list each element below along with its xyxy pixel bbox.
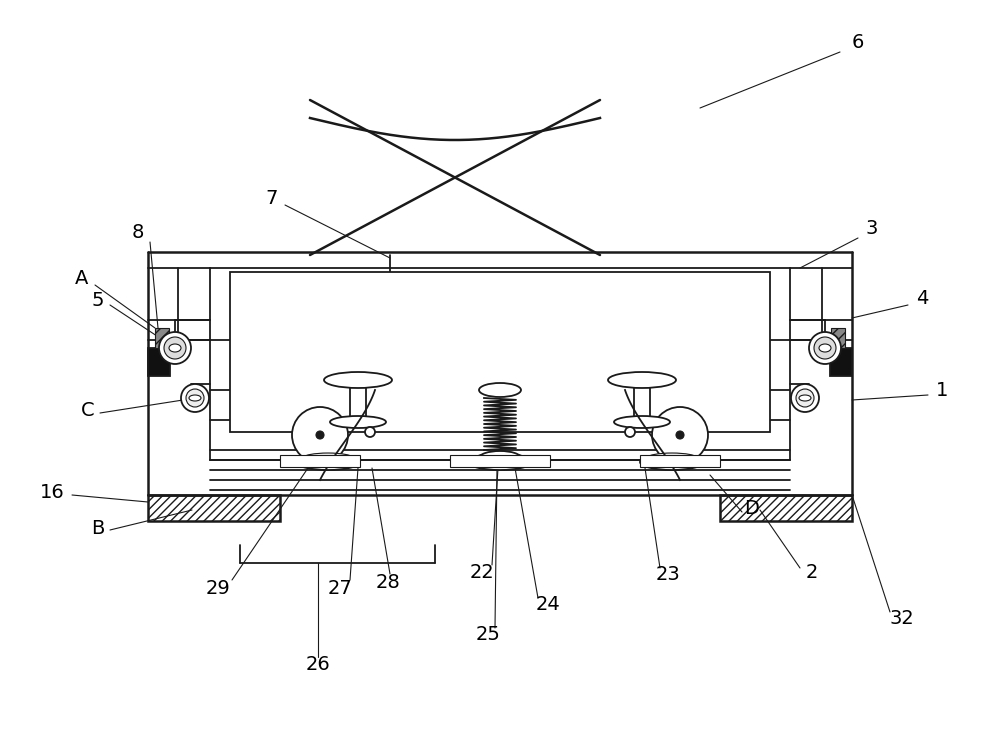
Text: 24: 24 — [536, 595, 560, 614]
Circle shape — [365, 427, 375, 437]
Text: 1: 1 — [936, 380, 948, 399]
Text: 32: 32 — [890, 608, 914, 628]
Ellipse shape — [479, 451, 521, 465]
Text: D: D — [745, 498, 759, 517]
Ellipse shape — [296, 454, 360, 470]
Text: 28: 28 — [376, 573, 400, 592]
Text: 5: 5 — [92, 291, 104, 310]
Text: 16: 16 — [40, 482, 64, 501]
Ellipse shape — [475, 453, 525, 463]
Ellipse shape — [324, 372, 392, 388]
Ellipse shape — [614, 416, 670, 428]
Bar — [155, 328, 169, 348]
Ellipse shape — [468, 454, 532, 470]
Circle shape — [791, 384, 819, 412]
Ellipse shape — [189, 395, 201, 401]
Bar — [720, 495, 852, 521]
Bar — [148, 495, 280, 521]
Circle shape — [676, 431, 684, 439]
Text: 4: 4 — [916, 288, 928, 308]
Text: 22: 22 — [470, 562, 494, 581]
Circle shape — [809, 332, 841, 364]
Text: 2: 2 — [806, 562, 818, 581]
Text: 6: 6 — [852, 32, 864, 51]
Ellipse shape — [303, 453, 353, 463]
Ellipse shape — [640, 454, 704, 470]
Ellipse shape — [330, 416, 386, 428]
Ellipse shape — [799, 395, 811, 401]
Bar — [830, 348, 852, 376]
Text: B: B — [91, 518, 105, 537]
Text: 7: 7 — [266, 189, 278, 208]
Circle shape — [181, 384, 209, 412]
Circle shape — [652, 407, 708, 463]
Bar — [280, 455, 360, 467]
Text: 29: 29 — [206, 578, 230, 597]
Text: 26: 26 — [306, 655, 330, 675]
Circle shape — [814, 337, 836, 359]
Circle shape — [796, 389, 814, 407]
Circle shape — [164, 337, 186, 359]
Bar — [230, 272, 770, 432]
Ellipse shape — [169, 344, 181, 352]
Bar — [831, 328, 845, 348]
Text: C: C — [81, 401, 95, 420]
Text: 25: 25 — [476, 625, 500, 644]
Text: A: A — [75, 269, 89, 288]
Ellipse shape — [608, 372, 676, 388]
Circle shape — [292, 407, 348, 463]
Bar — [450, 455, 550, 467]
Circle shape — [186, 389, 204, 407]
Bar — [148, 348, 170, 376]
Circle shape — [625, 427, 635, 437]
Text: 3: 3 — [866, 219, 878, 238]
Ellipse shape — [819, 344, 831, 352]
Circle shape — [316, 431, 324, 439]
Circle shape — [159, 332, 191, 364]
Text: 8: 8 — [132, 222, 144, 241]
Ellipse shape — [647, 453, 697, 463]
Bar — [640, 455, 720, 467]
Ellipse shape — [479, 383, 521, 397]
Text: 27: 27 — [328, 578, 352, 597]
Text: 23: 23 — [656, 565, 680, 584]
